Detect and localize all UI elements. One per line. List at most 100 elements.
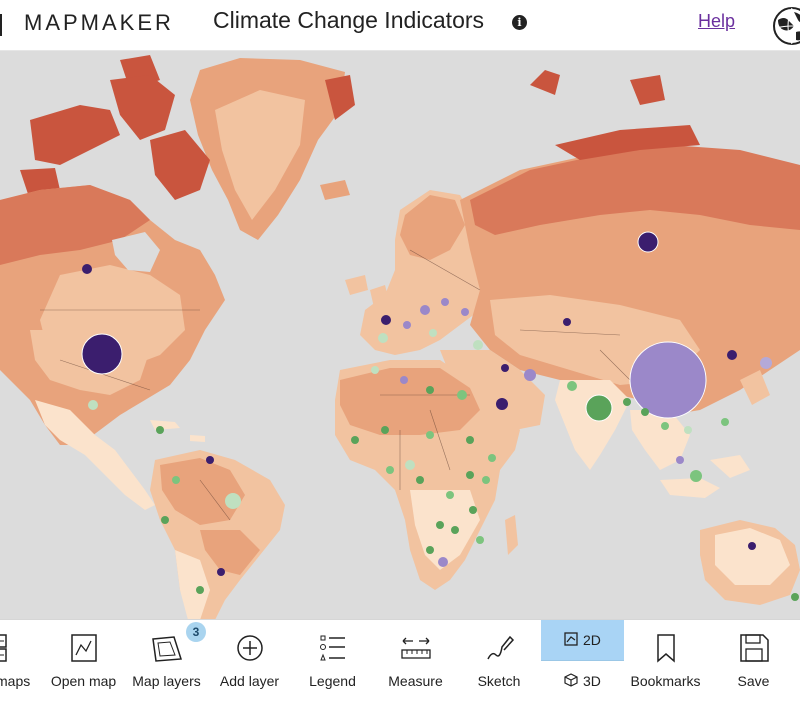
bubble-poland[interactable]	[441, 298, 449, 306]
bubble-ghana[interactable]	[386, 466, 394, 474]
bubble-bangladesh[interactable]	[623, 398, 631, 406]
legend-icon	[319, 635, 345, 661]
add-layer-icon	[236, 635, 263, 661]
bubble-turkey[interactable]	[473, 340, 483, 350]
bubble-italy[interactable]	[429, 329, 437, 337]
view-3d-option[interactable]: 3D	[541, 661, 624, 701]
page-title: Climate Change Indicators	[213, 7, 485, 33]
bookmarks-label: Bookmarks	[630, 673, 701, 689]
bookmark-icon	[656, 634, 675, 663]
bubble-libya[interactable]	[426, 386, 434, 394]
bubble-namibia[interactable]	[426, 546, 434, 554]
bubble-spain[interactable]	[378, 333, 388, 343]
bubble-senegal[interactable]	[351, 436, 359, 444]
help-link[interactable]: Help	[698, 11, 736, 31]
bubble-mexico[interactable]	[88, 400, 98, 410]
maps-button[interactable]: maps	[0, 620, 43, 701]
bubble-philippines[interactable]	[721, 418, 729, 426]
bubble-thailand[interactable]	[661, 422, 669, 430]
cube-icon	[564, 673, 578, 687]
save-button[interactable]: Save	[707, 620, 800, 701]
bubble-venezuela[interactable]	[206, 456, 214, 464]
open-map-button[interactable]: Open map	[42, 620, 126, 701]
bubble-ethiopia[interactable]	[488, 454, 496, 462]
save-icon	[739, 634, 769, 662]
bubble-malaysia[interactable]	[676, 456, 684, 464]
bubble-cuba[interactable]	[156, 426, 164, 434]
bubble-iran[interactable]	[524, 369, 536, 381]
bubble-tanzania[interactable]	[469, 506, 477, 514]
bubble-colombia[interactable]	[172, 476, 180, 484]
bubble-peru[interactable]	[161, 516, 169, 524]
legend-label: Legend	[309, 673, 356, 689]
bubble-australia[interactable]	[748, 542, 756, 550]
map-layers-badge: 3	[186, 622, 206, 642]
bubble-canada[interactable]	[82, 264, 92, 274]
maps-label: maps	[0, 673, 31, 689]
bubble-cameroon[interactable]	[416, 476, 424, 484]
bubble-kazakhstan[interactable]	[563, 318, 571, 326]
bubble-uk[interactable]	[381, 315, 391, 325]
legend-button[interactable]: Legend	[291, 620, 375, 701]
map-view[interactable]	[0, 50, 800, 620]
measure-label: Measure	[388, 673, 443, 689]
country-borders	[40, 249, 641, 521]
bubble-nigeria[interactable]	[405, 460, 415, 470]
bookmarks-button[interactable]: Bookmarks	[624, 620, 708, 701]
bubble-myanmar[interactable]	[641, 408, 649, 416]
bubble-india[interactable]	[585, 394, 613, 422]
bubble-vietnam[interactable]	[684, 426, 692, 434]
app-brand-logo[interactable]: MAPMAKER	[24, 10, 174, 35]
bubble-pakistan[interactable]	[567, 381, 577, 391]
bubble-iraq[interactable]	[501, 364, 509, 372]
add-layer-button[interactable]: Add layer	[208, 620, 292, 701]
view-3d-label: 3D	[583, 673, 601, 689]
bubble-indonesia[interactable]	[690, 470, 702, 482]
bubble-brazil[interactable]	[225, 493, 241, 509]
bubble-congo[interactable]	[446, 491, 454, 499]
bubble-france[interactable]	[403, 321, 411, 329]
bubble-ukraine[interactable]	[461, 308, 469, 316]
bubble-germany[interactable]	[420, 305, 430, 315]
bubble-egypt[interactable]	[457, 390, 467, 400]
bubble-japan[interactable]	[760, 357, 772, 369]
bubble-chad[interactable]	[426, 431, 434, 439]
bubble-algeria[interactable]	[400, 376, 408, 384]
info-icon[interactable]: i	[512, 15, 527, 30]
open-map-label: Open map	[50, 673, 117, 689]
bubble-argentina[interactable]	[217, 568, 225, 576]
view-2d-label: 2D	[583, 632, 601, 648]
menu-edge[interactable]	[0, 14, 2, 36]
bubble-usa[interactable]	[81, 333, 123, 375]
bubble-morocco[interactable]	[371, 366, 379, 374]
view-2d-option[interactable]: 2D	[541, 620, 624, 661]
bubble-russia[interactable]	[637, 231, 659, 253]
bubble-zambia[interactable]	[451, 526, 459, 534]
bubble-mozambique[interactable]	[476, 536, 484, 544]
globe-icon[interactable]	[772, 6, 800, 46]
measure-icon	[400, 637, 431, 659]
map-layers-icon	[151, 636, 182, 662]
sketch-button[interactable]: Sketch	[457, 620, 542, 701]
world-map-canvas[interactable]	[0, 50, 800, 620]
bubble-mali[interactable]	[381, 426, 389, 434]
view-mode-toggle: 2D 3D	[541, 620, 625, 701]
indicator-bubbles	[81, 231, 799, 601]
bubble-uganda[interactable]	[466, 471, 474, 479]
maps-icon	[0, 634, 7, 662]
sketch-label: Sketch	[477, 673, 521, 689]
bottom-toolbar: maps Open map 3 Map layers Add layer	[0, 619, 800, 701]
bubble-southafrica[interactable]	[438, 557, 448, 567]
bubble-nz[interactable]	[791, 593, 799, 601]
bubble-korea[interactable]	[727, 350, 737, 360]
bubble-kenya[interactable]	[482, 476, 490, 484]
bubble-sudan[interactable]	[466, 436, 474, 444]
bubble-chile[interactable]	[196, 586, 204, 594]
bubble-angola[interactable]	[436, 521, 444, 529]
measure-button[interactable]: Measure	[374, 620, 458, 701]
bubble-china[interactable]	[629, 341, 707, 419]
bubble-saudi[interactable]	[496, 398, 508, 410]
map-layers-button[interactable]: 3 Map layers	[125, 620, 209, 701]
open-map-icon	[70, 634, 97, 662]
sketch-icon	[487, 635, 515, 660]
